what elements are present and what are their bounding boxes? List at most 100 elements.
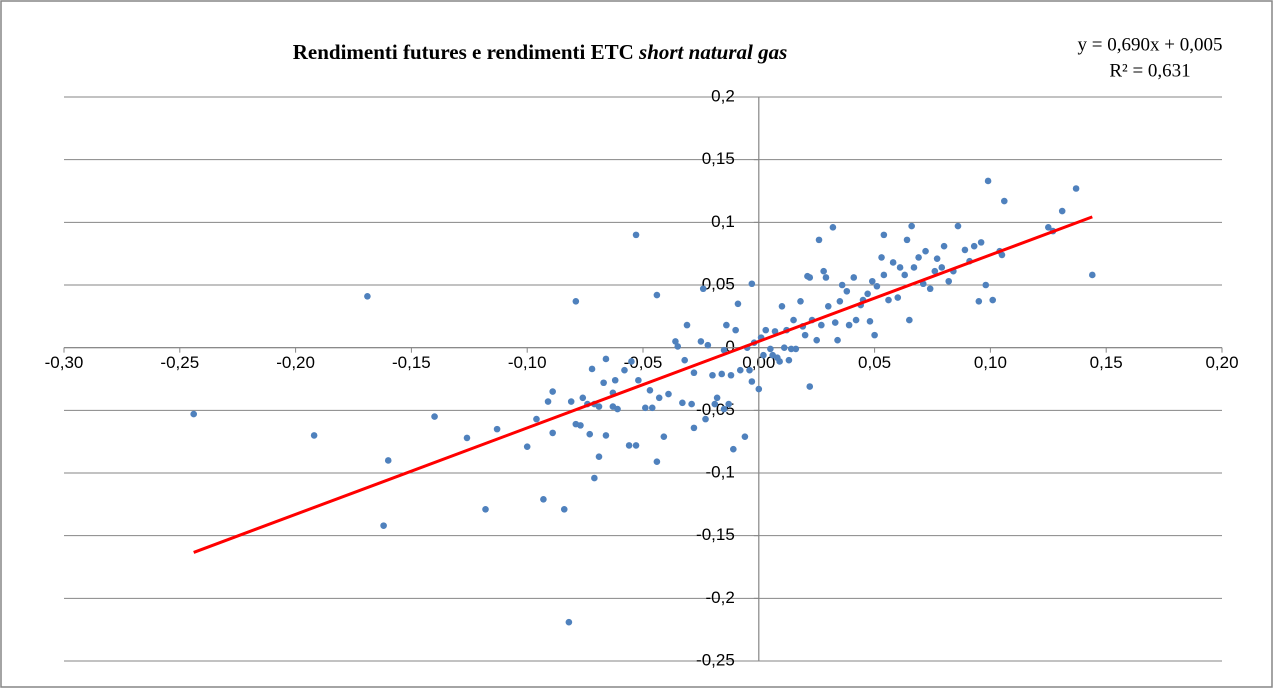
point	[982, 281, 990, 289]
point	[762, 326, 770, 334]
point	[961, 246, 969, 254]
point	[829, 224, 837, 231]
point	[866, 318, 874, 325]
y-tick-label: 0,2	[711, 86, 735, 105]
point	[938, 264, 946, 271]
point	[806, 383, 814, 390]
point	[831, 319, 839, 326]
point	[746, 366, 753, 374]
point	[672, 338, 679, 345]
point	[482, 506, 489, 513]
point	[871, 331, 878, 339]
point	[836, 297, 844, 305]
point	[697, 338, 705, 345]
point	[384, 457, 392, 464]
point	[813, 336, 820, 344]
point	[632, 231, 640, 239]
point	[635, 376, 642, 384]
point	[801, 331, 809, 339]
point	[595, 403, 603, 410]
point	[602, 355, 610, 363]
point	[1072, 185, 1080, 192]
title-italic: short natural gas	[638, 40, 787, 64]
point	[690, 369, 698, 377]
point	[790, 316, 797, 324]
point	[718, 370, 726, 378]
point	[720, 405, 728, 413]
point	[880, 271, 888, 279]
point	[977, 239, 985, 246]
point	[989, 296, 997, 304]
trendline	[193, 215, 1093, 554]
y-tick-label: -0,25	[696, 650, 735, 669]
point	[933, 255, 941, 262]
y-tick-label: -0,15	[696, 525, 735, 544]
trend-equation: y = 0,690x + 0,005	[1078, 34, 1223, 55]
point	[588, 365, 596, 373]
point	[1058, 207, 1066, 215]
point	[723, 321, 730, 329]
point	[998, 251, 1006, 259]
point	[704, 341, 712, 349]
point	[945, 277, 953, 285]
point	[655, 394, 663, 402]
point	[748, 378, 756, 385]
point	[906, 316, 913, 324]
point	[736, 366, 744, 374]
point	[850, 274, 858, 281]
point	[544, 398, 552, 405]
point	[681, 356, 688, 364]
point	[602, 432, 610, 439]
point	[1089, 271, 1096, 279]
point	[820, 267, 827, 275]
y-tick-label: -0,05	[696, 400, 735, 419]
point	[926, 285, 934, 293]
point	[364, 292, 371, 300]
point	[572, 297, 580, 305]
point	[560, 506, 568, 513]
point	[778, 303, 786, 310]
x-tick-label: 0,15	[1090, 353, 1123, 372]
point	[834, 336, 841, 344]
point	[614, 405, 621, 413]
point	[709, 371, 716, 379]
point	[771, 328, 779, 335]
point	[600, 379, 607, 387]
point	[931, 267, 939, 275]
chart-title: Rendimenti futures e rendimenti ETC shor…	[293, 40, 788, 64]
point	[730, 445, 737, 453]
title-main: Rendimenti futures e rendimenti ETC	[293, 40, 634, 64]
x-tick-label: -0,15	[392, 353, 431, 372]
point	[591, 474, 598, 482]
point	[579, 394, 587, 402]
point	[889, 259, 897, 266]
point	[621, 366, 628, 374]
point	[984, 177, 992, 185]
point	[679, 399, 686, 407]
point	[523, 443, 531, 450]
point	[628, 358, 635, 365]
point	[688, 400, 695, 408]
point	[792, 345, 800, 353]
point	[755, 385, 763, 393]
x-tick-label: -0,25	[160, 353, 199, 372]
point	[648, 404, 656, 412]
point	[611, 376, 619, 384]
point	[665, 390, 672, 398]
point	[787, 345, 795, 353]
point	[625, 442, 633, 449]
point	[797, 297, 804, 305]
point	[922, 247, 929, 255]
point	[864, 290, 871, 298]
point	[915, 254, 922, 261]
point	[653, 458, 661, 466]
x-tick-label: 0,10	[974, 353, 1007, 372]
point	[970, 242, 978, 250]
point	[431, 413, 438, 420]
point	[885, 296, 892, 304]
point	[632, 442, 640, 449]
point	[674, 343, 682, 350]
point	[975, 297, 983, 305]
point	[683, 321, 691, 329]
